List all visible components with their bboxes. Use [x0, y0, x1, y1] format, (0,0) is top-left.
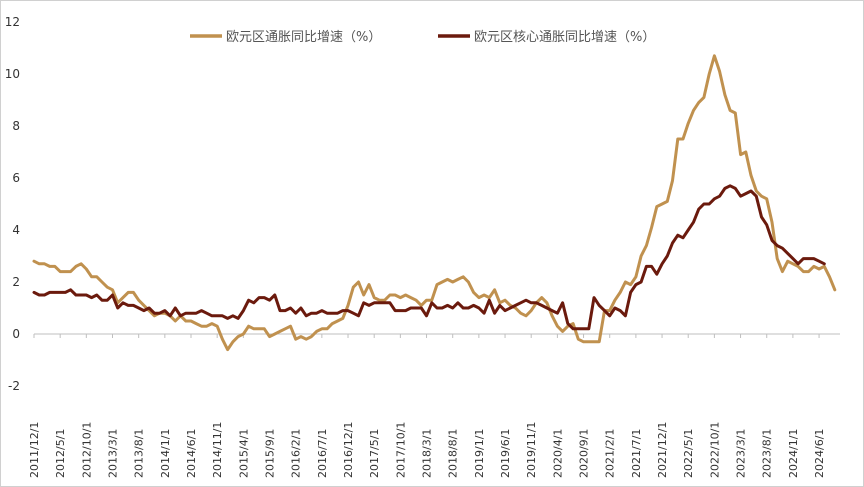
x-tick-label: 2023/8/1	[761, 429, 774, 478]
x-tick-label: 2017/5/1	[368, 429, 381, 478]
x-tick-label: 2014/6/1	[185, 429, 198, 478]
x-tick-label: 2024/6/1	[813, 429, 826, 478]
x-tick-label: 2012/10/1	[80, 422, 93, 478]
x-tick-label: 2022/5/1	[682, 429, 695, 478]
y-tick-label: 2	[12, 275, 20, 289]
legend-label-inflation: 欧元区通胀同比增速（%）	[226, 30, 381, 45]
x-axis-tick-marks	[33, 334, 820, 338]
y-tick-label: 0	[12, 327, 20, 341]
y-tick-label: 10	[5, 67, 20, 81]
x-tick-label: 2023/3/1	[735, 429, 748, 478]
x-tick-label: 2015/9/1	[264, 429, 277, 478]
x-tick-label: 2018/8/1	[447, 429, 460, 478]
y-tick-label: 8	[12, 119, 20, 133]
y-tick-label: 6	[12, 171, 20, 185]
y-tick-label: 4	[12, 223, 20, 237]
x-tick-label: 2019/11/1	[525, 422, 538, 478]
x-tick-label: 2018/3/1	[421, 429, 434, 478]
x-tick-label: 2014/11/1	[211, 422, 224, 478]
x-tick-label: 2021/7/1	[630, 429, 643, 478]
x-tick-label: 2021/12/1	[656, 422, 669, 478]
x-tick-label: 2012/5/1	[54, 429, 67, 478]
legend: 欧元区通胀同比增速（%） 欧元区核心通胀同比增速（%）	[190, 30, 655, 45]
legend-label-core-inflation: 欧元区核心通胀同比增速（%）	[474, 30, 655, 45]
x-tick-label: 2013/8/1	[133, 429, 146, 478]
y-axis-tick-labels: -2 0 2 4 6 8 10 12	[5, 15, 20, 393]
x-tick-label: 2015/4/1	[237, 429, 250, 478]
core-inflation-line	[32, 184, 826, 331]
x-axis-tick-labels: 2011/12/1 2012/5/1 2012/10/1 2013/3/1 2013/8…	[28, 422, 826, 478]
y-tick-label: -2	[8, 379, 20, 393]
x-tick-label: 2016/12/1	[342, 422, 355, 478]
y-tick-label: 12	[5, 15, 20, 29]
x-tick-label: 2024/1/1	[787, 429, 800, 478]
x-tick-label: 2014/1/1	[159, 429, 172, 478]
x-tick-label: 2013/3/1	[107, 429, 120, 478]
x-tick-label: 2016/2/1	[290, 429, 303, 478]
x-tick-label: 2021/2/1	[604, 429, 617, 478]
x-tick-label: 2017/10/1	[394, 422, 407, 478]
x-tick-label: 2016/7/1	[316, 429, 329, 478]
x-tick-label: 2019/6/1	[499, 429, 512, 478]
series-lines	[32, 54, 837, 352]
x-tick-label: 2022/10/1	[708, 422, 721, 478]
x-tick-label: 2019/1/1	[473, 429, 486, 478]
x-tick-label: 2020/4/1	[551, 429, 564, 478]
x-tick-label: 2020/9/1	[578, 429, 591, 478]
x-tick-label: 2011/12/1	[28, 422, 41, 478]
